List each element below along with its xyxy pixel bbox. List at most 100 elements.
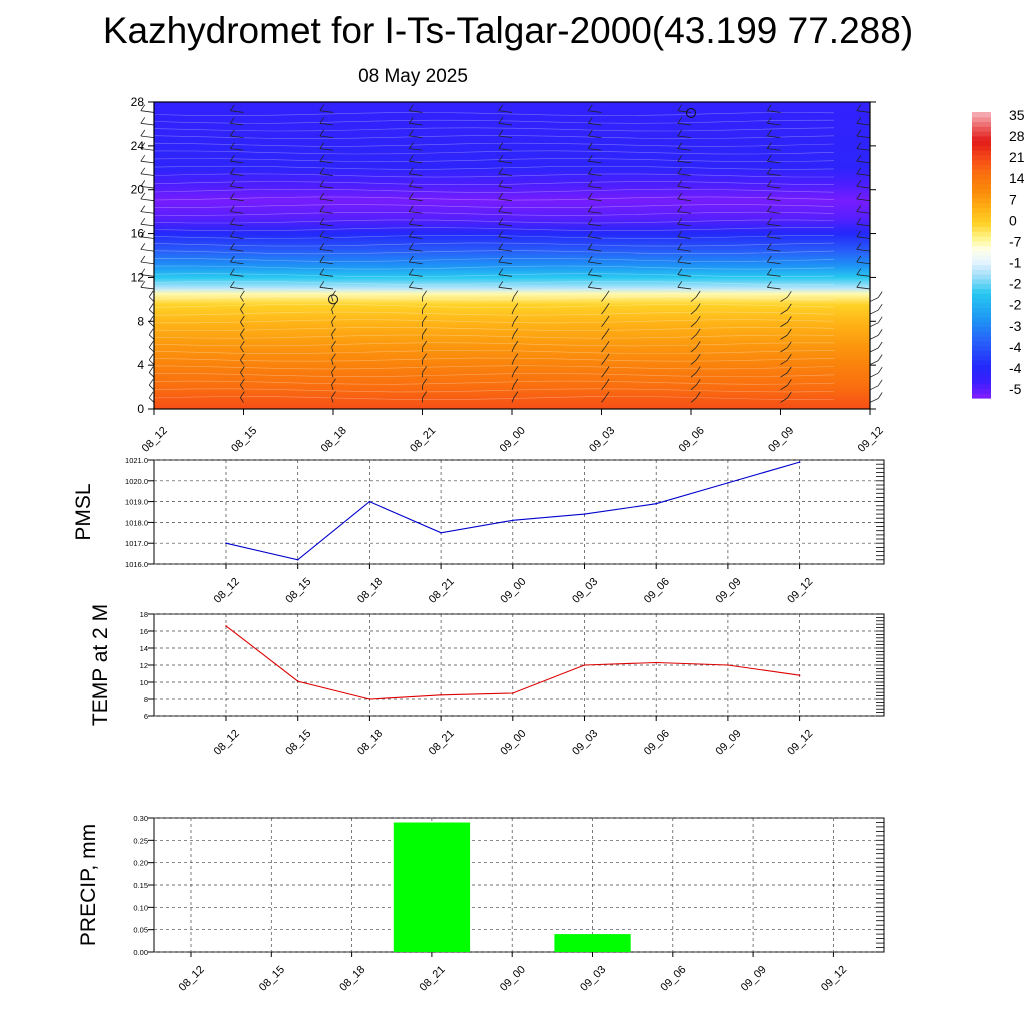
wind-barb-flag — [331, 328, 336, 335]
wind-barb-flag — [766, 205, 772, 212]
wind-barb — [498, 223, 513, 227]
wind-barb — [409, 173, 423, 176]
wind-barb — [140, 249, 155, 252]
x-tick-label: 09_03 — [578, 964, 608, 994]
x-tick-label: 09_12 — [785, 576, 815, 606]
wind-barb — [240, 334, 244, 340]
y-axis-label: PRECIP, mm — [77, 824, 100, 946]
data-point — [440, 694, 442, 696]
colorbar-band — [972, 169, 991, 175]
isoline — [153, 365, 835, 370]
wind-barb-flag — [856, 129, 862, 137]
wind-barb-flag — [877, 303, 883, 311]
wind-barb — [498, 198, 513, 202]
wind-barb — [690, 372, 697, 378]
isoline — [153, 396, 835, 400]
wind-barb — [856, 122, 871, 126]
colorbar-band — [972, 307, 991, 313]
wind-barb-flag — [677, 255, 683, 263]
isoline — [153, 380, 835, 385]
colorbar-band — [972, 264, 991, 270]
y-tick-label: 4 — [137, 358, 144, 372]
wind-barb-flag — [408, 205, 414, 212]
wind-barb — [409, 186, 423, 189]
wind-barb — [498, 186, 513, 189]
wind-barb-flag — [408, 154, 414, 162]
wind-barb — [767, 198, 781, 202]
colorbar-band — [972, 297, 991, 304]
wind-barb-flag — [856, 243, 862, 250]
wind-barb-flag — [498, 104, 504, 111]
wind-barb — [588, 236, 602, 239]
wind-barb-flag — [877, 316, 883, 324]
wind-barb — [856, 135, 871, 139]
wind-barb-flag — [695, 391, 701, 399]
wind-barb-flag — [408, 117, 414, 124]
wind-barb — [498, 122, 513, 126]
wind-barb-flag — [229, 180, 235, 187]
wind-barb-flag — [240, 290, 245, 298]
wind-barb-flag — [319, 129, 325, 137]
wind-barb — [230, 110, 244, 113]
colorbar-band — [972, 288, 991, 294]
wind-barb — [319, 122, 334, 126]
wind-barb — [677, 274, 692, 277]
wind-barb-flag — [319, 268, 325, 275]
isoline — [153, 242, 835, 247]
wind-barb-flag — [140, 255, 146, 263]
wind-barb — [677, 122, 692, 126]
wind-barb-flag — [856, 117, 862, 124]
wind-barb — [690, 384, 697, 391]
wind-barb — [677, 236, 692, 239]
calm-marker — [686, 107, 696, 118]
wind-barb — [331, 346, 334, 353]
wind-barb-flag — [498, 243, 504, 250]
wind-barb — [240, 384, 244, 391]
wind-barb — [148, 384, 155, 391]
wind-barb-flag — [856, 205, 862, 212]
data-point — [368, 500, 371, 503]
wind-barb — [409, 135, 423, 139]
wind-barb-flag — [240, 315, 245, 323]
wind-barb-flag — [604, 328, 610, 335]
wind-barb — [767, 286, 781, 290]
wind-barb — [230, 249, 244, 252]
wind-barb-flag — [856, 104, 862, 111]
wind-barb — [677, 160, 692, 164]
wind-barb — [140, 160, 155, 164]
wind-barb-flag — [408, 192, 414, 200]
wind-barb — [230, 186, 244, 189]
colorbar-label: 14 — [1009, 170, 1024, 186]
wind-barb-flag — [677, 129, 683, 137]
wind-barb — [498, 249, 513, 252]
wind-barb — [588, 274, 602, 277]
wind-barb-flag — [140, 129, 146, 137]
wind-barb-flag — [331, 378, 336, 386]
wind-barb-flag — [786, 328, 792, 336]
colorbar-band — [972, 350, 991, 356]
wind-barb-flag — [408, 243, 414, 250]
wind-barb — [869, 335, 879, 340]
wind-barb — [511, 384, 515, 390]
wind-barb-flag — [695, 366, 701, 373]
wind-barb — [767, 110, 781, 113]
x-tick-label: 09_06 — [642, 728, 672, 758]
isoline — [153, 196, 835, 201]
colorbar-band — [972, 245, 991, 251]
wind-barb — [869, 372, 879, 378]
wind-barb — [856, 249, 871, 252]
wind-barb-flag — [856, 217, 862, 225]
isoline — [153, 327, 835, 331]
wind-barb — [511, 397, 515, 403]
wind-barb — [767, 186, 781, 189]
wind-barb-flag — [766, 180, 772, 187]
wind-barb — [409, 236, 423, 239]
data-point — [440, 532, 442, 534]
wind-barb-flag — [148, 303, 154, 310]
data-point — [512, 519, 514, 522]
wind-barb — [498, 274, 513, 277]
wind-barb-flag — [319, 180, 325, 187]
wind-barb — [511, 309, 515, 315]
wind-barb-flag — [422, 391, 428, 398]
wind-barb — [780, 385, 788, 391]
